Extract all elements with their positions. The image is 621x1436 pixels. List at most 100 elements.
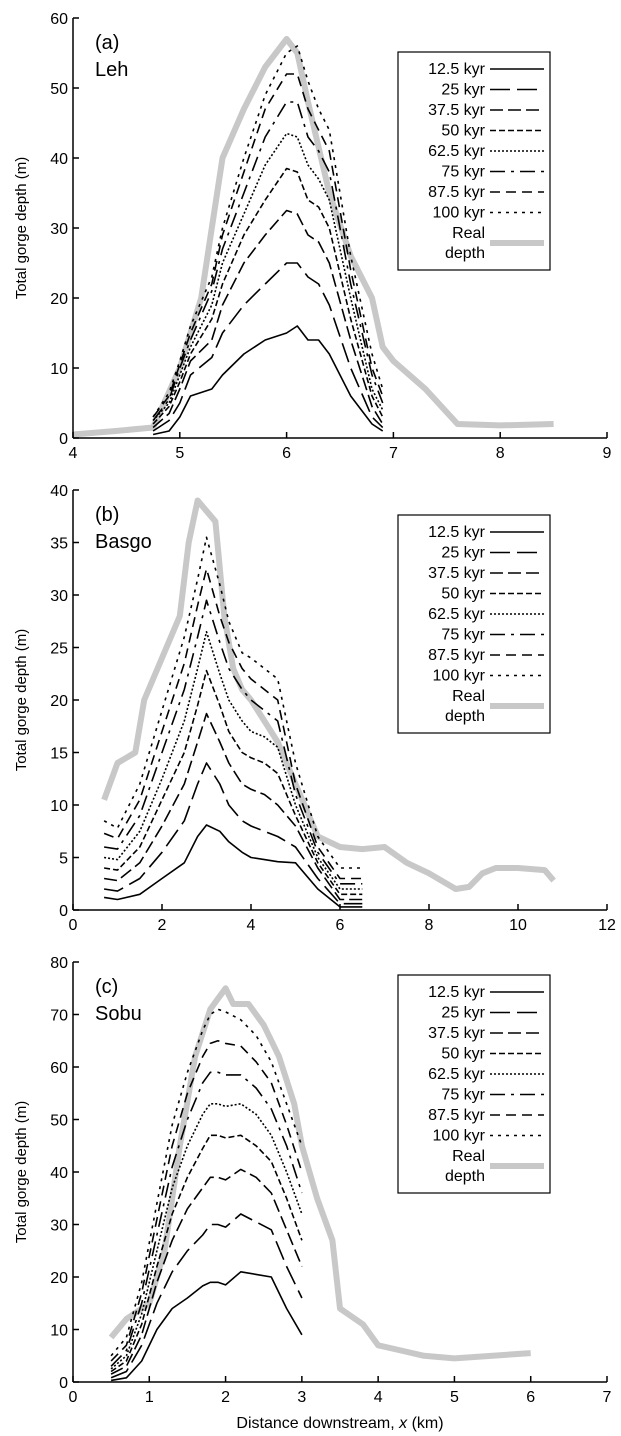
panel-label: (a) — [95, 32, 119, 54]
x-tick-label: 10 — [509, 917, 527, 934]
x-axis-title-prefix: Distance downstream, — [236, 1415, 399, 1432]
y-axis-title: Total gorge depth (m) — [13, 1101, 30, 1244]
legend-label: 62.5 kyr — [428, 1066, 486, 1083]
series-line-87-5-kyr — [103, 567, 363, 880]
y-tick-label: 60 — [50, 11, 68, 28]
y-tick-label: 40 — [50, 151, 68, 168]
series-line-37-5-kyr — [103, 712, 363, 901]
panel-basgo: 0 2 4 6 8 10 12 0 5 10 15 20 25 30 35 40 Total gorge dep… — [13, 483, 616, 934]
legend-label: depth — [445, 245, 485, 262]
legend-label: 37.5 kyr — [428, 1025, 486, 1042]
x-tick-label: 9 — [603, 445, 612, 462]
y-tick-label: 5 — [59, 851, 68, 868]
y-tick-label: 20 — [50, 693, 68, 710]
legend-label: 75 kyr — [441, 1087, 485, 1104]
x-tick-label: 0 — [69, 917, 78, 934]
series-line-62-5-kyr — [110, 1103, 303, 1370]
y-tick-label: 10 — [50, 1323, 68, 1340]
panel-leh: 4 5 6 7 8 9 0 10 20 30 40 50 60 Total gorge depth (m)… — [13, 11, 612, 462]
legend-label: 25 kyr — [441, 1005, 485, 1022]
series-line-87-5-kyr — [110, 1040, 303, 1362]
legend-label: 50 kyr — [441, 123, 485, 140]
x-tick-label: 0 — [69, 1389, 78, 1406]
legend-label: 12.5 kyr — [428, 984, 486, 1001]
legend-label: depth — [445, 1168, 485, 1185]
legend-box — [397, 51, 551, 271]
series-line-75-kyr — [103, 599, 363, 885]
legend-label: 87.5 kyr — [428, 647, 486, 664]
legend-label: 37.5 kyr — [428, 565, 486, 582]
legend-label: 62.5 kyr — [428, 606, 486, 623]
legend-label: 50 kyr — [441, 586, 485, 603]
y-tick-label: 50 — [50, 81, 68, 98]
series-line-12-5-kyr — [110, 1271, 303, 1382]
x-tick-label: 1 — [145, 1389, 154, 1406]
y-tick-label: 40 — [50, 483, 68, 500]
y-tick-label: 30 — [50, 221, 68, 238]
legend-label: Real — [452, 688, 485, 705]
legend-label: 50 kyr — [441, 1046, 485, 1063]
legend-label: 62.5 kyr — [428, 143, 486, 160]
y-tick-label: 10 — [50, 361, 68, 378]
series-line-25-kyr — [110, 1213, 303, 1379]
x-tick-label: 5 — [175, 445, 184, 462]
x-tick-label: 6 — [336, 917, 345, 934]
y-tick-label: 15 — [50, 746, 68, 763]
site-label: Sobu — [95, 1003, 142, 1025]
x-tick-label: 6 — [526, 1389, 535, 1406]
legend-box — [397, 514, 551, 734]
x-tick-label: 2 — [221, 1389, 230, 1406]
series-line-62-5-kyr — [103, 630, 363, 890]
y-tick-label: 10 — [50, 798, 68, 815]
y-tick-label: 20 — [50, 291, 68, 308]
legend-label: 12.5 kyr — [428, 61, 486, 78]
y-tick-label: 30 — [50, 1218, 68, 1235]
panel-label: (b) — [95, 504, 119, 526]
site-label: Leh — [95, 59, 128, 81]
x-axis-title: Distance downstream, x (km) — [236, 1415, 443, 1432]
series-line-75-kyr — [152, 101, 384, 421]
legend: 12.5 kyr 25 kyr 37.5 kyr 50 kyr 62.5 kyr 75 k… — [397, 51, 551, 271]
x-tick-label: 2 — [158, 917, 167, 934]
y-tick-label: 0 — [59, 431, 68, 448]
series-line-12-5-kyr — [152, 325, 384, 436]
legend-label: 100 kyr — [433, 668, 486, 685]
series-line-real-depth — [108, 985, 531, 1362]
legend: 12.5 kyr 25 kyr 37.5 kyr 50 kyr 62.5 kyr 75 k… — [397, 974, 551, 1194]
x-tick-label: 4 — [247, 917, 256, 934]
y-axis-title: Total gorge depth (m) — [13, 157, 30, 300]
legend-label: depth — [445, 708, 485, 725]
series-line-62-5-kyr — [152, 132, 384, 422]
x-tick-label: 7 — [389, 445, 398, 462]
legend-label: 37.5 kyr — [428, 102, 486, 119]
x-tick-label: 4 — [69, 445, 78, 462]
series-line-25-kyr — [103, 762, 363, 905]
legend-label: 100 kyr — [433, 205, 486, 222]
legend-label: 100 kyr — [433, 1128, 486, 1145]
x-axis-title-suffix: (km) — [407, 1415, 443, 1432]
x-tick-label: 8 — [496, 445, 505, 462]
series-line-50-kyr — [110, 1134, 303, 1373]
y-tick-label: 30 — [50, 588, 68, 605]
legend-label: 25 kyr — [441, 545, 485, 562]
site-label: Basgo — [95, 531, 152, 553]
series-line-25-kyr — [152, 262, 384, 432]
y-tick-label: 25 — [50, 641, 68, 658]
legend: 12.5 kyr 25 kyr 37.5 kyr 50 kyr 62.5 kyr 75 k… — [397, 514, 551, 734]
series-line-100-kyr — [152, 45, 384, 418]
x-tick-label: 7 — [603, 1389, 612, 1406]
x-tick-label: 6 — [282, 445, 291, 462]
y-tick-label: 50 — [50, 1113, 68, 1130]
panel-label: (c) — [95, 976, 118, 998]
x-tick-label: 8 — [425, 917, 434, 934]
legend-label: Real — [452, 1148, 485, 1165]
y-tick-label: 35 — [50, 536, 68, 553]
legend-label: Real — [452, 225, 485, 242]
legend-label: 12.5 kyr — [428, 524, 486, 541]
x-axis-title-variable: x — [398, 1415, 408, 1432]
series-line-50-kyr — [152, 167, 384, 425]
series-line-50-kyr — [103, 669, 363, 896]
y-tick-label: 80 — [50, 955, 68, 972]
